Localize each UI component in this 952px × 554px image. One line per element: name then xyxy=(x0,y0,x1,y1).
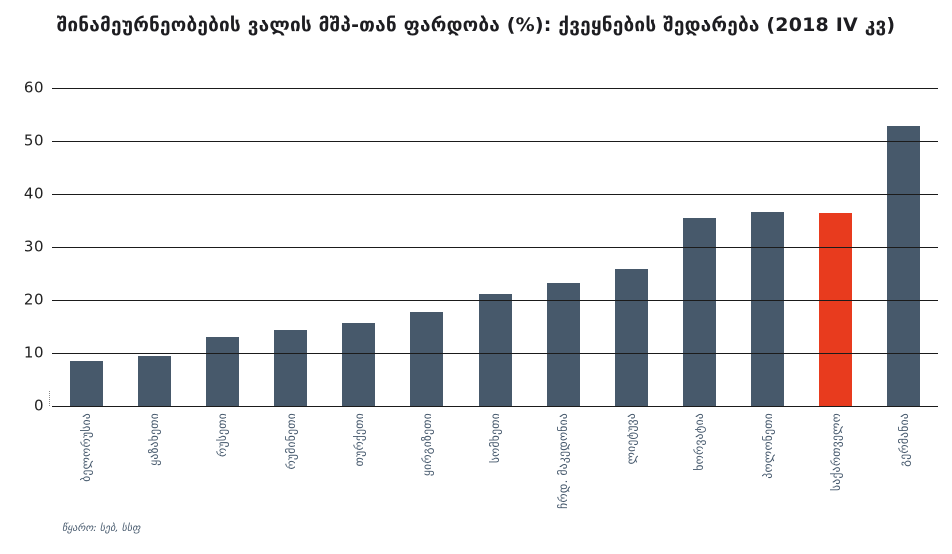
x-axis-label: საქართველო xyxy=(828,413,843,491)
x-axis-label: სომხეთი xyxy=(488,413,503,464)
x-axis-label: ლიეტუვა xyxy=(624,413,639,465)
bar-slot xyxy=(393,88,461,406)
x-axis-label: რუმინეთი xyxy=(283,413,298,470)
bar xyxy=(342,323,376,406)
bar-slot xyxy=(734,88,802,406)
x-axis-label: რუსეთი xyxy=(215,413,230,457)
gridline xyxy=(52,353,938,354)
x-label-slot: ყაზახეთი xyxy=(120,413,188,538)
bar-slot xyxy=(665,88,733,406)
x-axis-label: ყაზახეთი xyxy=(147,413,162,466)
chart-title: შინამეურნეობების ვალის მშპ-თან ფარდობა (… xyxy=(56,14,896,36)
bar xyxy=(614,269,648,406)
y-axis: 60 50 40 30 20 10 0 xyxy=(0,79,48,415)
bars-row xyxy=(52,88,938,406)
bar-slot xyxy=(597,88,665,406)
gridline xyxy=(52,141,938,142)
bar xyxy=(274,329,308,406)
bar xyxy=(887,126,921,406)
bar-slot xyxy=(529,88,597,406)
gridline xyxy=(52,88,938,89)
gridline xyxy=(52,194,938,195)
bar xyxy=(546,282,580,406)
x-label-slot: რუმინეთი xyxy=(256,413,324,538)
bar xyxy=(205,337,239,406)
bar-slot xyxy=(461,88,529,406)
gridline xyxy=(52,300,938,301)
source-note: წყარო: სებ, სსფ xyxy=(62,523,141,534)
bar-slot xyxy=(256,88,324,406)
bar xyxy=(751,212,785,406)
x-label-slot: გერმანია xyxy=(870,413,938,538)
x-label-slot: საქართველო xyxy=(802,413,870,538)
y-tick-label: 60 xyxy=(23,78,44,97)
bar-highlight-georgia xyxy=(819,212,853,406)
x-axis-label: პოლონეთი xyxy=(760,413,775,479)
x-label-slot: პოლონეთი xyxy=(734,413,802,538)
bar xyxy=(682,218,716,406)
bar xyxy=(410,311,444,406)
bar xyxy=(69,361,103,406)
bar-slot xyxy=(120,88,188,406)
y-tick-label: 10 xyxy=(23,343,44,362)
gridline xyxy=(52,247,938,248)
x-axis-label: ხორვატია xyxy=(692,413,707,471)
y-tick-label: 20 xyxy=(23,290,44,309)
x-axis-label: გერმანია xyxy=(896,413,911,467)
x-label-slot: ყირგიზეთი xyxy=(393,413,461,538)
y-tick-label: 0 xyxy=(33,396,44,415)
gridline xyxy=(52,406,938,407)
x-label-slot: ჩრდ. მაკედონია xyxy=(529,413,597,538)
y-tick-label: 50 xyxy=(23,131,44,150)
x-axis-label: ყირგიზეთი xyxy=(419,413,434,477)
bar-slot xyxy=(325,88,393,406)
x-label-slot: სომხეთი xyxy=(461,413,529,538)
x-label-slot: ლიეტუვა xyxy=(597,413,665,538)
bar-slot xyxy=(870,88,938,406)
x-label-slot: ბელორუსია xyxy=(52,413,120,538)
bar xyxy=(137,355,171,406)
x-axis-labels: ბელორუსია ყაზახეთი რუსეთი რუმინეთი თურქეთი ყი… xyxy=(52,413,938,538)
plot-area xyxy=(49,88,938,407)
bar xyxy=(478,293,512,406)
x-label-slot: ხორვატია xyxy=(665,413,733,538)
x-axis-label: ჩრდ. მაკედონია xyxy=(556,413,571,509)
y-axis-dotted-tick xyxy=(49,391,50,406)
y-tick-label: 40 xyxy=(23,184,44,203)
x-label-slot: თურქეთი xyxy=(325,413,393,538)
x-axis-label: თურქეთი xyxy=(351,413,366,467)
y-tick-label: 30 xyxy=(23,237,44,256)
bar-slot xyxy=(52,88,120,406)
x-label-slot: რუსეთი xyxy=(188,413,256,538)
bar-slot xyxy=(188,88,256,406)
bar-slot xyxy=(802,88,870,406)
x-axis-label: ბელორუსია xyxy=(79,413,94,482)
